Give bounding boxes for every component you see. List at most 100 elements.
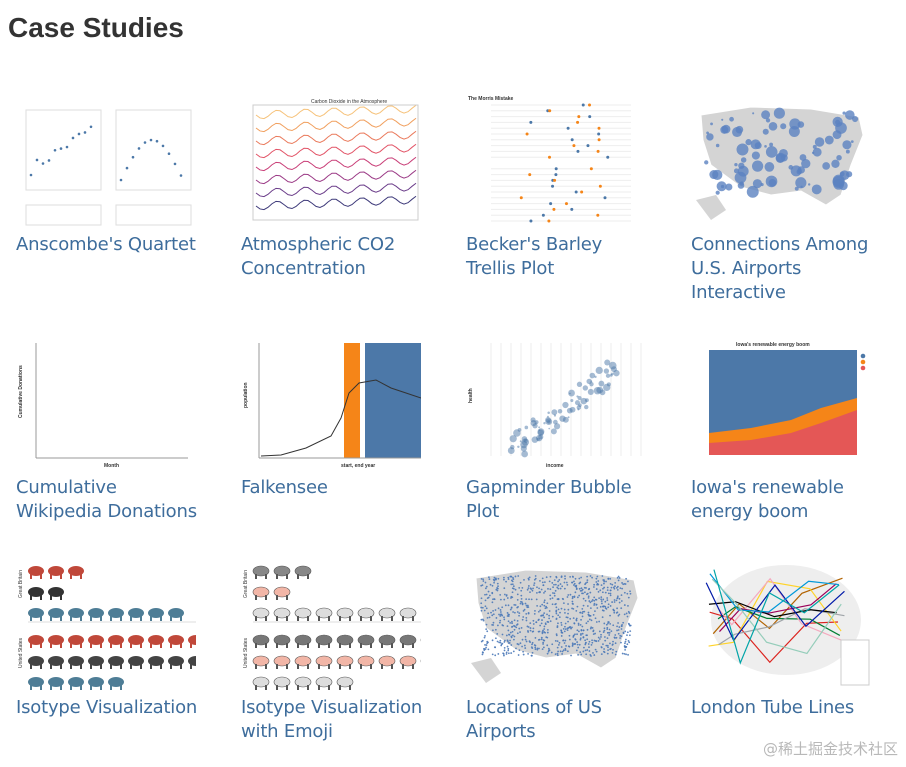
thumb-shape bbox=[587, 595, 590, 598]
thumbnail[interactable]: Great Britain United States bbox=[16, 558, 196, 690]
case-study-title[interactable]: Atmospheric CO2 Concentration bbox=[241, 234, 396, 279]
case-study-title[interactable]: Gapminder Bubble Plot bbox=[466, 477, 632, 522]
thumb-shape bbox=[70, 574, 72, 579]
case-study-title[interactable]: Becker's Barley Trellis Plot bbox=[466, 234, 603, 279]
case-study-card[interactable]: London Tube Lines bbox=[691, 558, 891, 720]
thumb-shape bbox=[509, 622, 512, 624]
thumb-shape bbox=[16, 338, 196, 470]
case-study-title[interactable]: Iowa's renewable energy boom bbox=[691, 477, 844, 522]
thumb-shape bbox=[612, 648, 614, 651]
case-study-card[interactable]: population start, end year Falkensee bbox=[241, 338, 441, 500]
thumb-shape bbox=[511, 596, 514, 599]
thumb-shape bbox=[286, 616, 288, 621]
thumb-shape bbox=[525, 640, 528, 643]
thumb-shape bbox=[542, 629, 544, 632]
thumb-shape bbox=[496, 633, 499, 635]
case-study-title[interactable]: Isotype Visualization bbox=[16, 697, 198, 718]
thumb-shape bbox=[522, 650, 525, 653]
thumbnail[interactable] bbox=[691, 95, 871, 227]
thumb-shape bbox=[527, 612, 530, 614]
thumb-shape bbox=[629, 592, 632, 595]
thumbnail[interactable]: Cumulative Donations Month bbox=[16, 338, 196, 470]
thumb-shape bbox=[620, 625, 623, 628]
case-study-card[interactable]: Cumulative Donations Month Cumulative Wiki… bbox=[16, 338, 216, 524]
thumbnail[interactable]: Iowa's renewable energy boom bbox=[691, 338, 871, 470]
thumb-shape bbox=[713, 569, 840, 665]
thumb-shape bbox=[548, 617, 551, 620]
thumb-shape bbox=[53, 148, 57, 152]
thumbnail[interactable]: population start, end year bbox=[241, 338, 421, 470]
case-study-card[interactable]: Great Britain United States Isotype Visual… bbox=[241, 558, 441, 744]
thumb-shape bbox=[745, 139, 752, 146]
thumb-shape bbox=[83, 131, 87, 134]
thumb-shape bbox=[517, 445, 520, 449]
thumb-shape bbox=[712, 577, 843, 635]
thumb-shape bbox=[80, 685, 82, 690]
case-study-card[interactable]: Connections Among U.S. Airports Interact… bbox=[691, 95, 891, 305]
thumb-shape bbox=[607, 592, 610, 595]
thumb-shape bbox=[615, 650, 618, 653]
thumb-shape bbox=[108, 608, 124, 618]
case-study-title[interactable]: Falkensee bbox=[241, 477, 328, 498]
thumb-shape bbox=[531, 641, 534, 644]
case-study-card[interactable]: Carbon Dioxide in the Atmosphere Atmosphe… bbox=[241, 95, 441, 281]
thumb-shape bbox=[297, 664, 299, 669]
thumbnail[interactable] bbox=[691, 558, 871, 690]
case-study-title[interactable]: Cumulative Wikipedia Donations bbox=[16, 477, 197, 522]
case-study-card[interactable]: Anscombe's Quartet bbox=[16, 95, 216, 257]
case-study-title[interactable]: Locations of US Airports bbox=[466, 697, 602, 742]
case-study-card[interactable]: health income Gapminder Bubble Plot bbox=[466, 338, 666, 524]
thumb-shape bbox=[286, 664, 288, 669]
thumb-shape bbox=[557, 614, 560, 617]
thumb-shape bbox=[836, 154, 842, 161]
case-study-card[interactable]: Locations of US Airports bbox=[466, 558, 666, 744]
thumbnail[interactable]: Carbon Dioxide in the Atmosphere bbox=[241, 95, 421, 227]
thumb-shape bbox=[769, 142, 774, 147]
thumb-shape bbox=[590, 626, 593, 629]
thumbnail[interactable] bbox=[466, 558, 646, 690]
case-study-title[interactable]: Anscombe's Quartet bbox=[16, 234, 196, 255]
case-study-card[interactable]: The Morris Mistake Becker's Barley Trelli… bbox=[466, 95, 666, 281]
case-study-title[interactable]: Connections Among U.S. Airports Interact… bbox=[691, 234, 869, 303]
thumbnail[interactable]: Great Britain United States bbox=[241, 558, 421, 690]
thumb-shape bbox=[606, 626, 609, 629]
thumb-shape bbox=[349, 616, 351, 621]
thumbnail[interactable] bbox=[16, 95, 196, 227]
thumb-shape bbox=[150, 664, 152, 669]
case-study-title[interactable]: London Tube Lines bbox=[691, 697, 855, 718]
thumb-shape bbox=[607, 622, 609, 625]
thumb-shape bbox=[492, 613, 495, 616]
thumb-shape bbox=[501, 606, 504, 609]
thumb-shape bbox=[503, 649, 506, 652]
thumb-shape bbox=[252, 607, 270, 619]
thumb-shape bbox=[485, 646, 488, 649]
thumb-shape bbox=[484, 635, 486, 637]
thumb-shape bbox=[561, 653, 564, 655]
thumbnail[interactable]: health income bbox=[466, 338, 646, 470]
thumb-shape bbox=[601, 575, 604, 577]
thumb-shape bbox=[30, 616, 32, 621]
thumb-shape bbox=[573, 596, 576, 599]
thumb-shape bbox=[273, 634, 291, 646]
case-study-title[interactable]: Isotype Visualization with Emoji bbox=[241, 697, 423, 742]
thumb-shape bbox=[626, 592, 629, 595]
thumb-shape bbox=[511, 583, 514, 586]
thumb-shape bbox=[609, 582, 612, 585]
case-study-card[interactable]: Iowa's renewable energy boom Iowa's renew… bbox=[691, 338, 891, 524]
thumb-shape bbox=[751, 160, 764, 172]
thumbnail[interactable]: The Morris Mistake bbox=[466, 95, 646, 227]
thumb-shape bbox=[168, 656, 184, 666]
thumb-shape bbox=[842, 140, 852, 150]
thumb-shape bbox=[566, 629, 569, 631]
thumb-shape bbox=[563, 608, 566, 611]
thumb-shape bbox=[381, 664, 383, 669]
thumb-shape bbox=[705, 582, 845, 642]
thumb-shape bbox=[252, 104, 419, 221]
thumb-shape bbox=[170, 643, 172, 648]
thumb-shape bbox=[510, 652, 513, 654]
thumb-shape bbox=[190, 643, 192, 648]
case-study-card[interactable]: Great Britain United States Isotype Visual… bbox=[16, 558, 216, 720]
thumb-shape bbox=[606, 599, 609, 602]
thumb-shape bbox=[607, 603, 610, 606]
thumb-shape bbox=[526, 606, 529, 609]
